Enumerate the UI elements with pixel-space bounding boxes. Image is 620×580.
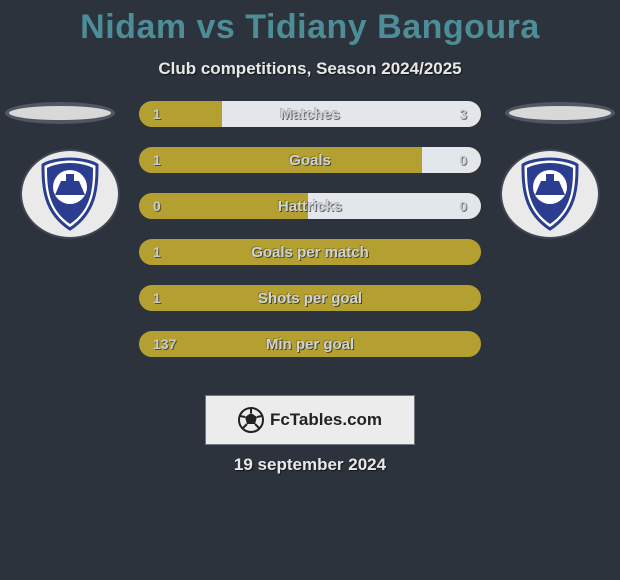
stat-fill-right xyxy=(308,193,481,219)
stat-row: 137Min per goal xyxy=(137,329,483,359)
team-badge-left xyxy=(20,149,120,239)
stat-fill-right xyxy=(222,101,482,127)
stat-fill-right xyxy=(422,147,481,173)
stat-row: 13Matches xyxy=(137,99,483,129)
shield-icon xyxy=(39,157,101,231)
stat-label: Goals per match xyxy=(139,244,481,261)
player-shadow-right xyxy=(505,102,615,124)
stat-row: 1Shots per goal xyxy=(137,283,483,313)
stat-value-left: 137 xyxy=(153,336,176,352)
football-icon xyxy=(238,407,264,433)
stat-value-right: 0 xyxy=(459,198,467,214)
stat-value-left: 0 xyxy=(153,198,161,214)
brand-box: FcTables.com xyxy=(205,395,415,445)
stat-bars: 13Matches10Goals00Hattricks1Goals per ma… xyxy=(137,99,483,375)
stat-value-left: 1 xyxy=(153,152,161,168)
stat-label: Shots per goal xyxy=(139,290,481,307)
stat-label: Min per goal xyxy=(139,336,481,353)
stat-value-left: 1 xyxy=(153,290,161,306)
stat-value-left: 1 xyxy=(153,106,161,122)
stat-row: 00Hattricks xyxy=(137,191,483,221)
stat-value-right: 3 xyxy=(459,106,467,122)
stat-row: 1Goals per match xyxy=(137,237,483,267)
brand-text: FcTables.com xyxy=(270,410,382,430)
stat-value-left: 1 xyxy=(153,244,161,260)
stat-value-right: 0 xyxy=(459,152,467,168)
date-text: 19 september 2024 xyxy=(0,455,620,475)
team-badge-right xyxy=(500,149,600,239)
player-shadow-left xyxy=(5,102,115,124)
page-title: Nidam vs Tidiany Bangoura xyxy=(0,0,620,47)
subtitle: Club competitions, Season 2024/2025 xyxy=(0,59,620,79)
stat-row: 10Goals xyxy=(137,145,483,175)
shield-icon xyxy=(519,157,581,231)
